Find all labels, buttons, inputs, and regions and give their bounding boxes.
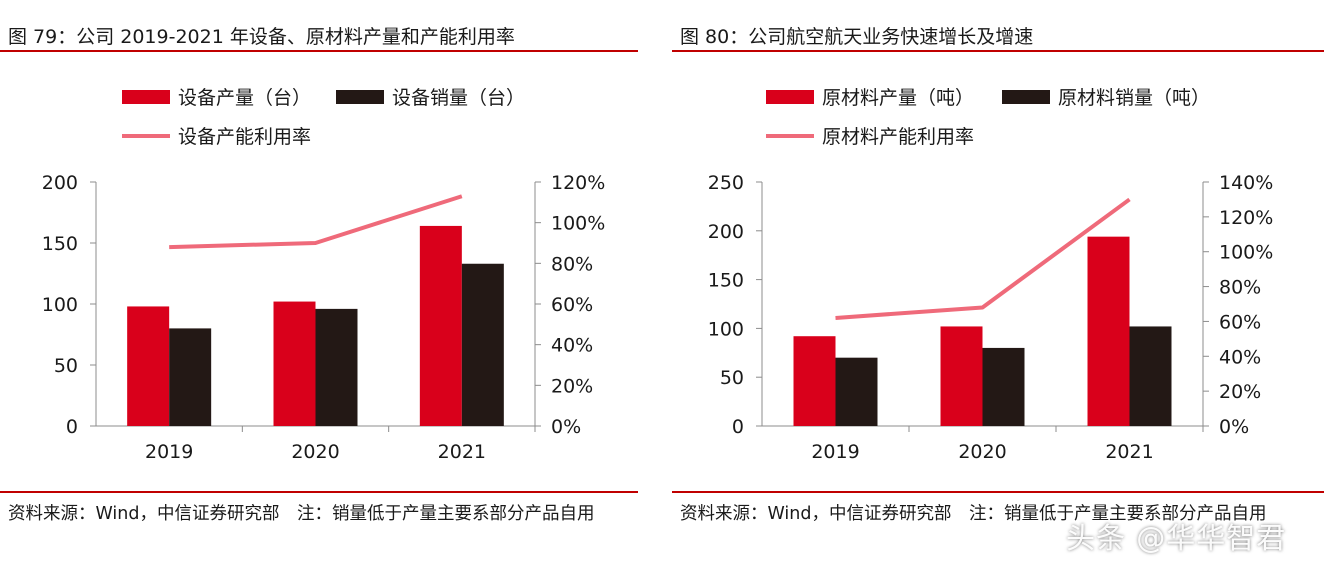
title-rule (0, 50, 638, 52)
bar-production (793, 336, 836, 426)
utilization-line (169, 194, 463, 250)
left-tick-label: 50 (720, 367, 744, 389)
watermark: 头条 @华华智君 (1066, 521, 1287, 555)
raw-material-chart: 原材料产量（吨） 原材料销量（吨） 原材料产能利用率 0 50 100 150 200 250 0… (708, 87, 1274, 463)
right-tick-label: 20% (1219, 381, 1261, 403)
legend-label: 设备销量（台） (392, 87, 525, 109)
source-note: 资料来源：Wind，中信证券研究部 注：销量低于产量主要系部分产品自用 (680, 504, 1267, 524)
bar-sales (461, 263, 504, 426)
left-tick-label: 200 (42, 172, 78, 194)
left-tick-label: 250 (708, 172, 744, 194)
right-tick-label: 40% (551, 335, 593, 357)
left-tick-label: 150 (42, 233, 78, 255)
legend-swatch (1002, 90, 1050, 104)
bar-production (127, 306, 170, 426)
bar-production (940, 326, 983, 426)
bar-sales (982, 347, 1025, 426)
right-tick-label: 100% (1219, 242, 1273, 264)
left-tick-label: 100 (708, 318, 744, 340)
bar-production (1087, 236, 1130, 426)
bar-production (273, 301, 316, 426)
legend-label: 设备产量（台） (178, 87, 311, 109)
x-tick-label: 2020 (958, 441, 1006, 463)
right-tick-label: 100% (551, 213, 605, 235)
left-tick-label: 200 (708, 221, 744, 243)
right-tick-label: 40% (1219, 346, 1261, 368)
legend-swatch (766, 90, 814, 104)
note-rule (672, 491, 1324, 493)
title-rule (672, 50, 1324, 52)
right-tick-label: 0% (1219, 416, 1249, 438)
legend-swatch (336, 90, 384, 104)
equipment-chart: 设备产量（台） 设备销量（台） 设备产能利用率 0 50 100 150 200 0% 20% 40… (42, 87, 606, 463)
bar-sales (1129, 326, 1172, 426)
legend-label: 原材料产量（吨） (822, 87, 974, 109)
right-tick-label: 120% (1219, 207, 1273, 229)
figure-title: 图 80：公司航空航天业务快速增长及增速 (680, 26, 1034, 48)
x-tick-label: 2019 (145, 441, 193, 463)
left-tick-label: 0 (732, 416, 744, 438)
legend-label: 设备产能利用率 (178, 126, 311, 148)
left-tick-label: 100 (42, 294, 78, 316)
right-tick-label: 80% (1219, 277, 1261, 299)
right-tick-label: 60% (1219, 311, 1261, 333)
figure-79-panel: 图 79：公司 2019-2021 年设备、原材料产量和产能利用率 设备产量（台… (0, 0, 645, 568)
bar-sales (835, 357, 878, 426)
left-tick-label: 150 (708, 270, 744, 292)
left-tick-label: 50 (54, 355, 78, 377)
bar-sales (315, 308, 358, 426)
bar-production (419, 225, 462, 426)
right-tick-label: 140% (1219, 172, 1273, 194)
source-note: 资料来源：Wind，中信证券研究部 注：销量低于产量主要系部分产品自用 (8, 504, 595, 524)
x-tick-label: 2021 (438, 441, 486, 463)
legend-label: 原材料销量（吨） (1058, 87, 1210, 109)
right-tick-label: 0% (551, 416, 581, 438)
x-tick-label: 2019 (811, 441, 859, 463)
right-tick-label: 20% (551, 375, 593, 397)
right-tick-label: 120% (551, 172, 605, 194)
bar-sales (169, 328, 212, 426)
legend-label: 原材料产能利用率 (822, 126, 974, 148)
x-tick-label: 2021 (1105, 441, 1153, 463)
figure-80-panel: 图 80：公司航空航天业务快速增长及增速 原材料产量（吨） 原材料销量（吨） 原材料… (672, 0, 1339, 568)
right-tick-label: 80% (551, 253, 593, 275)
right-tick-label: 60% (551, 294, 593, 316)
utilization-line (835, 197, 1131, 320)
figure-title: 图 79：公司 2019-2021 年设备、原材料产量和产能利用率 (8, 26, 515, 48)
legend-swatch (122, 90, 170, 104)
note-rule (0, 491, 638, 493)
left-tick-label: 0 (66, 416, 78, 438)
x-tick-label: 2020 (291, 441, 339, 463)
